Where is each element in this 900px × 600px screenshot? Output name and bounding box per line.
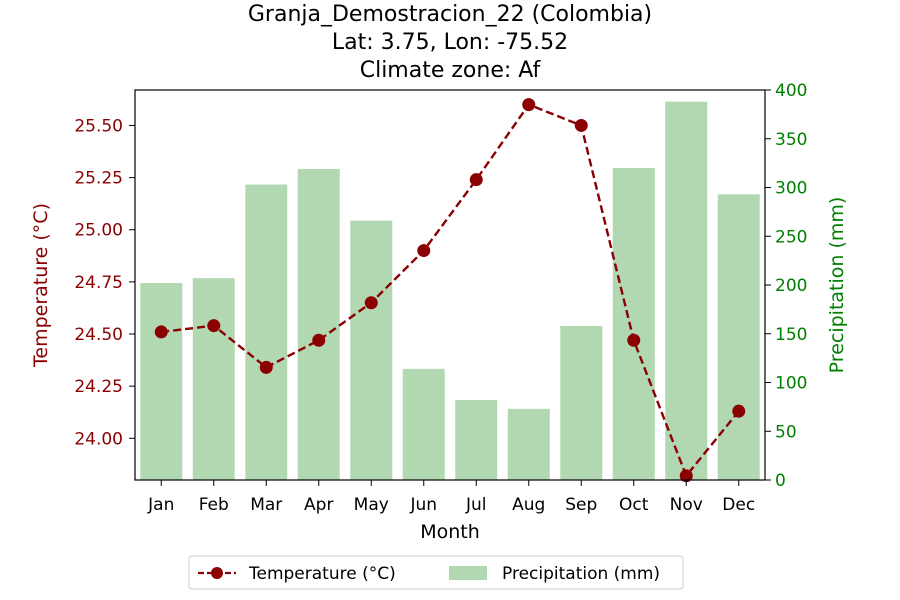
right-tick-label: 350 [775,130,807,150]
right-tick-label: 150 [775,325,807,345]
y-axis-label-left: Temperature (°C) [30,203,52,368]
x-tick-label: Feb [199,495,229,515]
x-tick-label: Nov [670,495,703,515]
x-tick-label: Oct [619,495,649,515]
precipitation-bar [297,168,340,480]
title-line: Climate zone: Af [360,58,542,83]
x-tick-label: Jan [147,495,174,515]
temperature-point [207,319,221,333]
temperature-point [312,333,326,347]
right-tick-label: 300 [775,179,807,199]
x-tick-label: Jun [409,495,437,515]
temperature-line-layer [154,98,746,483]
x-tick-label: May [354,495,389,515]
temperature-point [679,469,693,483]
left-tick-label: 25.25 [74,169,123,189]
x-tick-label: Dec [722,495,755,515]
left-tick-label: 25.50 [74,116,123,136]
x-tick-label: Jul [465,495,487,515]
precipitation-bar [612,168,655,480]
legend-temperature-swatch-marker [211,567,223,579]
x-tick-label: Sep [565,495,597,515]
title-line: Granja_Demostracion_22 (Colombia) [248,2,652,27]
right-tick-label: 400 [775,81,807,101]
y-axis-label-right: Precipitation (mm) [826,197,848,374]
left-tick-label: 24.25 [74,377,123,397]
legend-precipitation-label: Precipitation (mm) [502,564,660,584]
precipitation-bar [717,194,760,480]
temperature-point [417,244,431,258]
legend-temperature-label: Temperature (°C) [248,564,396,584]
x-axis-label: Month [420,521,480,543]
precipitation-bar [455,400,498,480]
precipitation-bar [140,283,183,480]
left-tick-label: 24.75 [74,273,123,293]
precipitation-bar [192,278,235,480]
precipitation-bars [140,101,760,480]
left-axis: 24.00 24.25 24.50 24.75 25.00 25.25 25.50 [74,116,135,449]
temperature-point [259,360,273,374]
left-tick-label: 24.00 [74,429,123,449]
right-tick-label: 200 [775,276,807,296]
legend: Temperature (°C) Precipitation (mm) [188,555,684,590]
temperature-line [161,103,740,479]
right-tick-label: 0 [775,471,786,491]
precipitation-bar [245,184,288,480]
left-tick-label: 25.00 [74,221,123,241]
precipitation-bar [350,220,393,480]
temperature-point [732,404,746,418]
precipitation-bar [402,368,445,480]
right-tick-label: 50 [775,422,797,442]
temperature-point [522,98,536,112]
legend-frame [188,555,684,590]
precipitation-bar [507,408,550,480]
legend-precipitation-swatch [449,566,487,580]
right-tick-label: 100 [775,374,807,394]
temperature-point [574,118,588,132]
temperature-point [469,173,483,187]
left-tick-label: 24.50 [74,325,123,345]
x-tick-label: Aug [512,495,545,515]
temperature-point [627,333,641,347]
precipitation-bar [560,325,603,480]
title-line: Lat: 3.75, Lon: -75.52 [332,30,568,55]
x-tick-label: Mar [250,495,282,515]
right-tick-label: 250 [775,227,807,247]
chart-title: Granja_Demostracion_22 (Colombia) Lat: 3… [248,2,652,83]
precipitation-bar [665,101,708,480]
x-axis: Jan Feb Mar Apr May Jun Jul Aug Sep Oct Nov Dec [147,480,755,515]
x-tick-label: Apr [304,495,333,515]
right-axis: 0 50 100 150 200 250 300 350 400 [765,81,807,491]
temperature-point [154,325,168,339]
temperature-point [364,296,378,310]
